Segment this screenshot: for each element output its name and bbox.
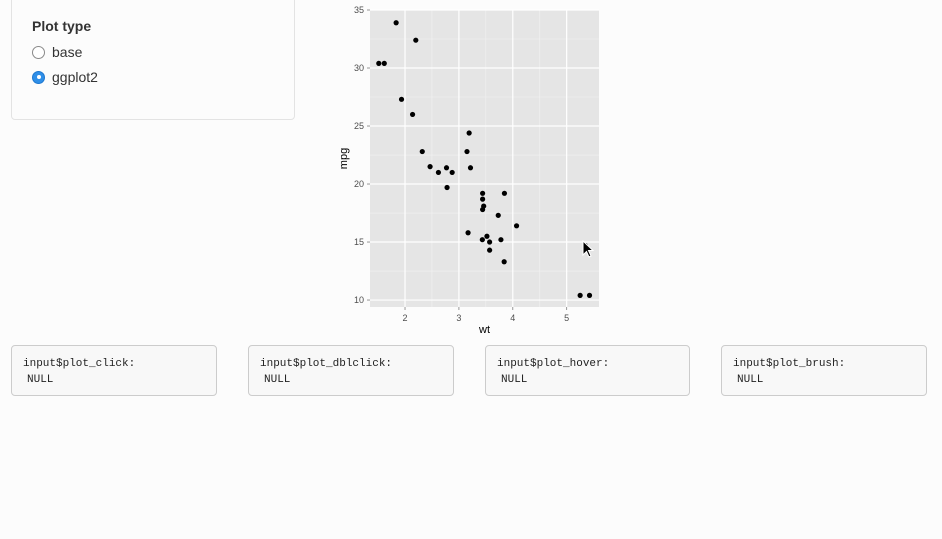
x-axis-title: wt xyxy=(478,324,490,336)
plot-hover-output: input$plot_hover: NULL xyxy=(485,345,690,396)
radio-option-base[interactable]: base xyxy=(32,44,82,60)
data-point xyxy=(381,60,387,66)
data-point xyxy=(449,169,455,176)
major-grid xyxy=(370,9,599,307)
data-point xyxy=(435,169,442,176)
plot-hover-label: input$plot_hover: xyxy=(497,358,610,370)
y-tick-label: 20 xyxy=(354,179,364,189)
plot-click-label: input$plot_click: xyxy=(23,358,136,370)
data-point xyxy=(498,237,504,243)
radio-option-ggplot2[interactable]: ggplot2 xyxy=(32,69,98,85)
mouse-cursor-icon xyxy=(582,239,595,258)
data-point xyxy=(501,259,507,265)
y-tick-label: 30 xyxy=(354,63,364,73)
data-point xyxy=(393,20,399,26)
plot-click-output: input$plot_click: NULL xyxy=(11,345,217,396)
y-tick-label: 25 xyxy=(354,121,364,131)
plot-brush-value: NULL xyxy=(737,374,764,386)
minor-grid xyxy=(370,10,599,307)
plot-dblclick-label: input$plot_dblclick: xyxy=(260,358,393,370)
data-point xyxy=(467,165,474,171)
data-point xyxy=(464,148,470,155)
data-point xyxy=(419,148,425,155)
data-point xyxy=(466,130,472,136)
plot-brush-label: input$plot_brush: xyxy=(733,358,846,370)
y-tick-label: 35 xyxy=(354,5,364,15)
plot-panel-background[interactable] xyxy=(370,10,599,307)
data-point xyxy=(427,164,433,170)
data-point xyxy=(443,165,450,171)
data-point xyxy=(444,184,450,191)
data-point xyxy=(577,292,583,298)
y-axis-title: mpg xyxy=(338,148,350,169)
data-point xyxy=(481,203,487,209)
data-point xyxy=(484,233,490,239)
data-point xyxy=(501,190,508,196)
radio-label-base: base xyxy=(52,44,83,60)
data-point xyxy=(479,237,485,243)
data-point xyxy=(376,60,382,66)
radio-checked-icon[interactable] xyxy=(32,70,45,84)
data-point xyxy=(480,190,486,196)
data-point xyxy=(398,96,405,102)
plot-type-title: Plot type xyxy=(32,18,92,34)
data-point xyxy=(413,37,419,43)
scatter-plot[interactable]: 2 3 4 5 10 15 20 25 30 35 wt mpg xyxy=(330,0,610,345)
plot-dblclick-value: NULL xyxy=(264,374,291,386)
plot-hover-value: NULL xyxy=(501,374,528,386)
data-point xyxy=(513,223,520,229)
x-tick-label: 2 xyxy=(403,313,408,323)
data-point xyxy=(586,292,593,298)
y-tick-label: 10 xyxy=(354,295,364,305)
plot-brush-output: input$plot_brush: NULL xyxy=(721,345,927,396)
x-tick-label: 3 xyxy=(456,313,461,323)
plot-type-panel: Plot type base ggplot2 xyxy=(11,0,295,120)
x-tick-label: 4 xyxy=(510,313,515,323)
plot-click-value: NULL xyxy=(27,374,54,386)
data-point xyxy=(480,196,486,202)
x-tick-label: 5 xyxy=(564,313,569,323)
data-point xyxy=(409,111,416,118)
axes: 2 3 4 5 10 15 20 25 30 35 xyxy=(354,5,569,323)
radio-unchecked-icon[interactable] xyxy=(32,45,45,59)
data-point xyxy=(465,230,471,236)
data-point xyxy=(487,247,493,253)
y-tick-label: 15 xyxy=(354,237,364,247)
plot-dblclick-output: input$plot_dblclick: NULL xyxy=(248,345,454,396)
data-point xyxy=(495,212,501,218)
radio-label-ggplot2: ggplot2 xyxy=(52,69,98,85)
data-point xyxy=(487,239,493,245)
